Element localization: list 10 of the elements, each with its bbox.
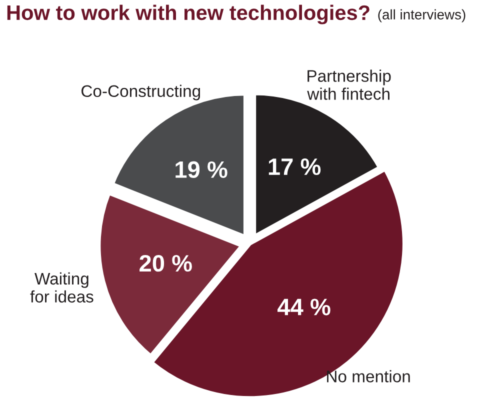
- slice-label: Waiting for ideas: [30, 272, 94, 303]
- slice-label: Partnership with fintech: [307, 70, 391, 100]
- data-label: 19 %: [176, 161, 228, 178]
- data-label: 20 %: [140, 254, 192, 272]
- slice-label: Co-Constructing: [82, 84, 200, 100]
- chart-title: How to work with new technologies?: [7, 4, 370, 24]
- slice-label: No mention: [327, 370, 410, 382]
- chart-subtitle: (all interviews): [378, 9, 466, 22]
- data-label: 17 %: [268, 158, 321, 176]
- data-label: 44 %: [278, 298, 330, 316]
